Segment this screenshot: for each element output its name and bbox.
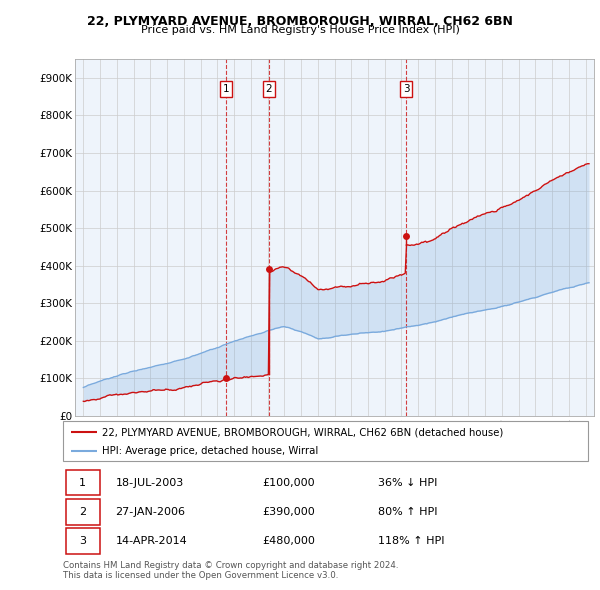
Text: 18-JUL-2003: 18-JUL-2003 — [115, 477, 184, 487]
Text: 1: 1 — [79, 477, 86, 487]
Text: £480,000: £480,000 — [263, 536, 316, 546]
Text: 3: 3 — [403, 84, 409, 94]
Text: 2: 2 — [265, 84, 272, 94]
Text: 14-APR-2014: 14-APR-2014 — [115, 536, 187, 546]
Text: Price paid vs. HM Land Registry's House Price Index (HPI): Price paid vs. HM Land Registry's House … — [140, 25, 460, 35]
Text: 1: 1 — [223, 84, 230, 94]
Bar — [65, 470, 100, 496]
Text: Contains HM Land Registry data © Crown copyright and database right 2024.
This d: Contains HM Land Registry data © Crown c… — [63, 560, 398, 580]
Text: 80% ↑ HPI: 80% ↑ HPI — [378, 507, 437, 517]
Text: 22, PLYMYARD AVENUE, BROMBOROUGH, WIRRAL, CH62 6BN (detached house): 22, PLYMYARD AVENUE, BROMBOROUGH, WIRRAL… — [103, 427, 504, 437]
Text: 118% ↑ HPI: 118% ↑ HPI — [378, 536, 445, 546]
Text: £100,000: £100,000 — [263, 477, 315, 487]
Text: 27-JAN-2006: 27-JAN-2006 — [115, 507, 185, 517]
Text: 2: 2 — [79, 507, 86, 517]
Text: HPI: Average price, detached house, Wirral: HPI: Average price, detached house, Wirr… — [103, 445, 319, 455]
Text: £390,000: £390,000 — [263, 507, 315, 517]
Bar — [65, 499, 100, 525]
Text: 22, PLYMYARD AVENUE, BROMBOROUGH, WIRRAL, CH62 6BN: 22, PLYMYARD AVENUE, BROMBOROUGH, WIRRAL… — [87, 15, 513, 28]
Bar — [65, 528, 100, 554]
Text: 3: 3 — [79, 536, 86, 546]
Text: 36% ↓ HPI: 36% ↓ HPI — [378, 477, 437, 487]
